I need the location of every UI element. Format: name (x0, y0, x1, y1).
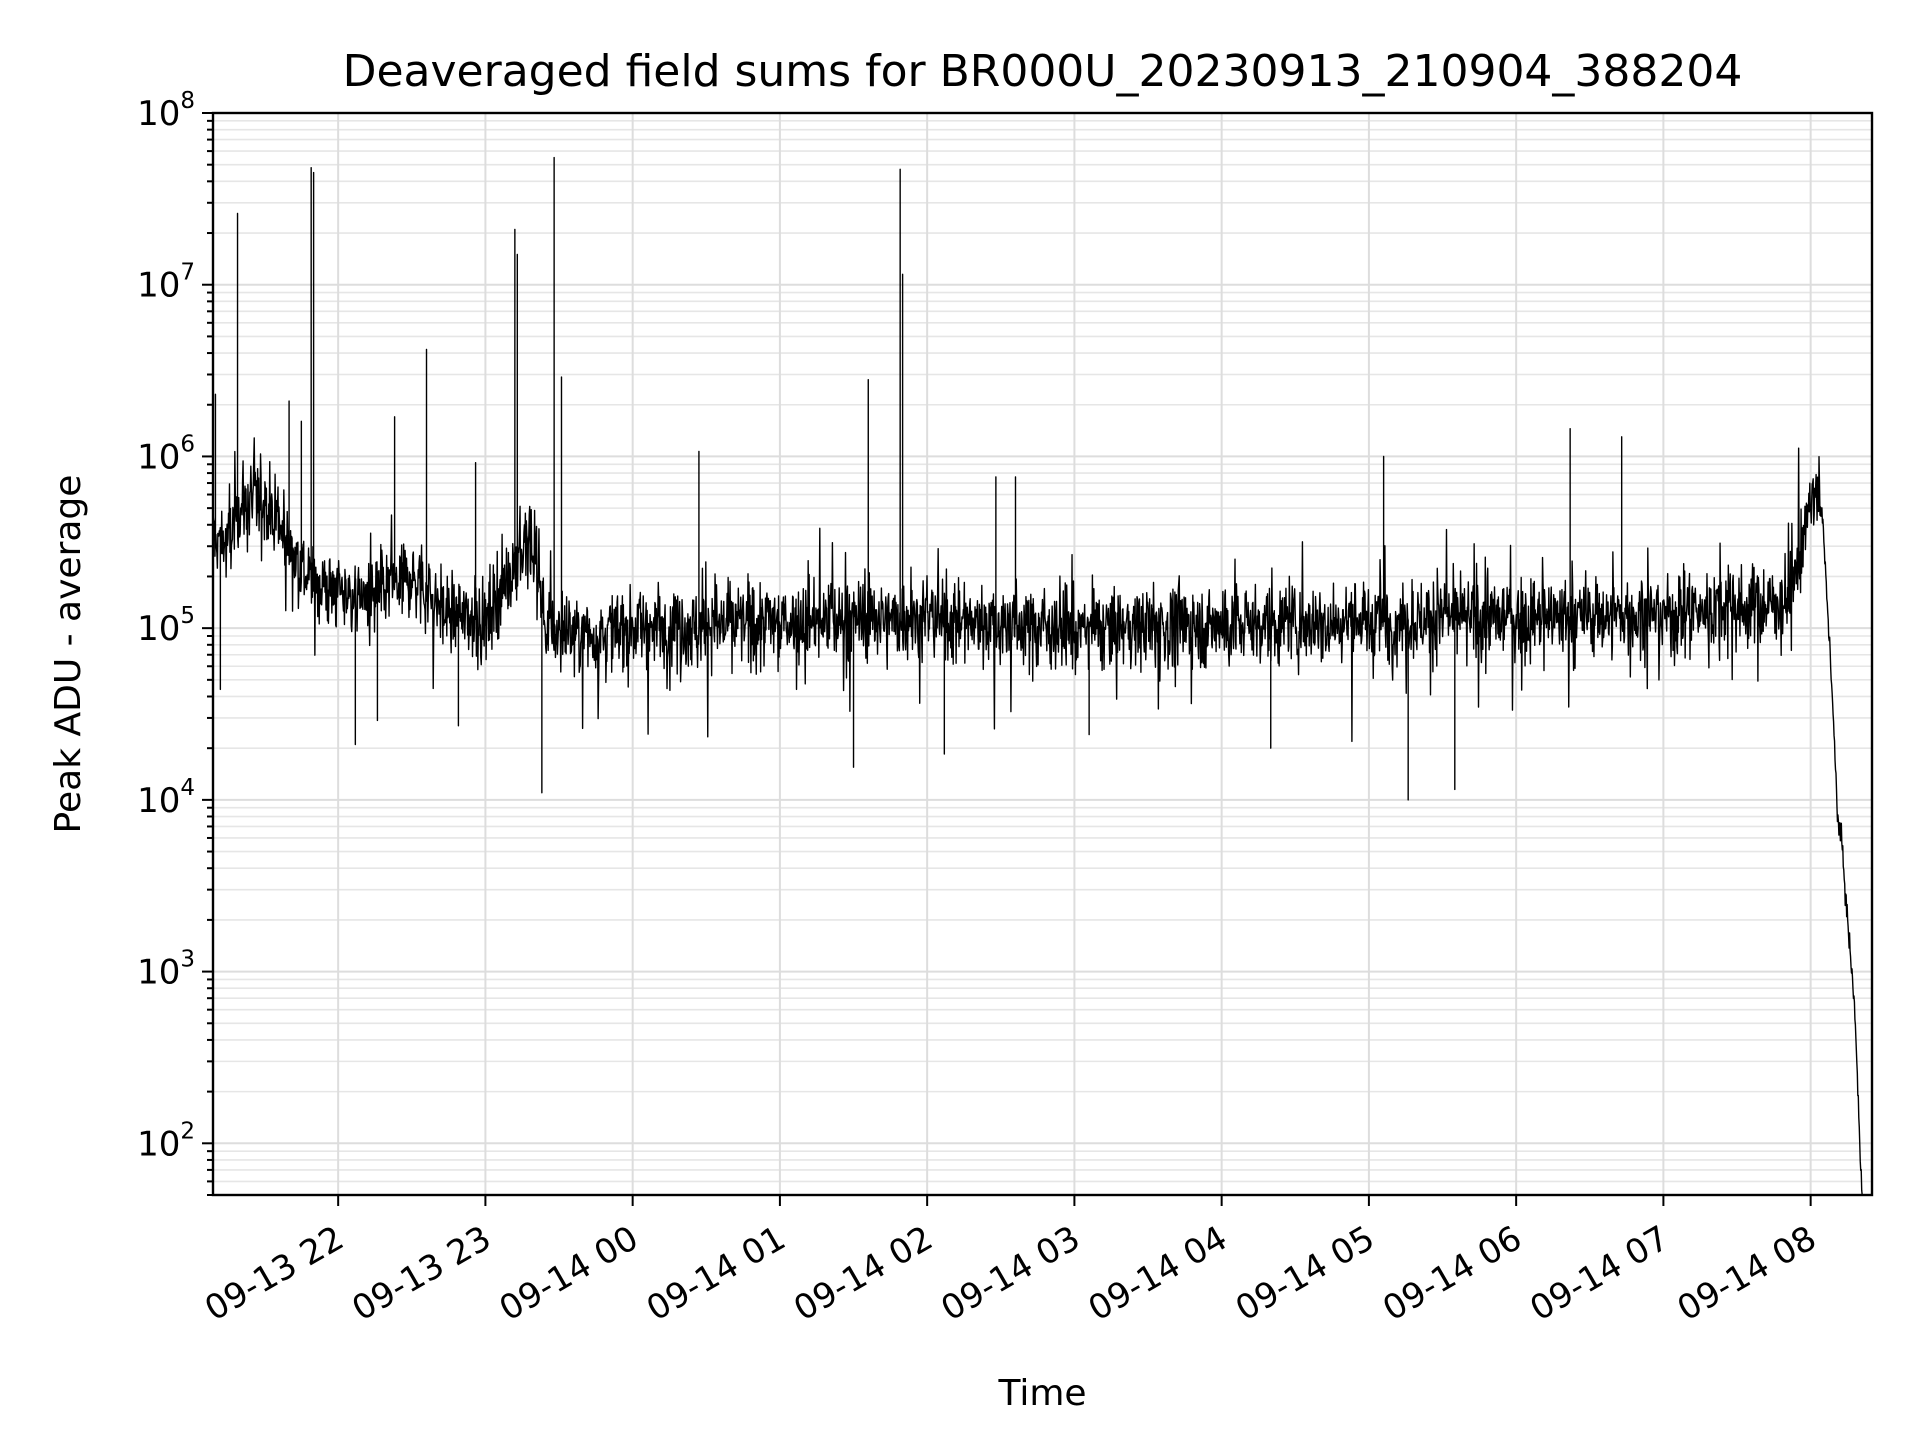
x-tick-label: 09-14 07 (1524, 1218, 1676, 1329)
x-tick-label: 09-14 08 (1671, 1218, 1823, 1329)
y-tick-exponent: 3 (180, 947, 195, 973)
x-tick-label: 09-14 05 (1229, 1218, 1381, 1329)
y-axis-label: Peak ADU - average (48, 475, 89, 834)
y-tick-base: 10 (137, 437, 180, 477)
series-layer (212, 156, 1863, 1196)
y-tick-exponent: 6 (180, 431, 195, 457)
y-tick-label: 106 (137, 431, 195, 477)
y-tick-exponent: 7 (180, 260, 195, 286)
y-tick-exponent: 5 (180, 603, 195, 629)
y-tick-base: 10 (137, 781, 180, 821)
y-tick-base: 10 (137, 266, 180, 306)
y-tick-base: 10 (137, 1124, 180, 1164)
x-tick-label: 09-14 03 (935, 1218, 1087, 1329)
y-tick-exponent: 8 (180, 88, 195, 114)
x-tick-label: 09-14 06 (1376, 1218, 1528, 1329)
y-tick-label: 107 (137, 260, 195, 306)
x-tick-label: 09-14 00 (493, 1218, 645, 1329)
y-tick-base: 10 (137, 609, 180, 649)
y-tick-exponent: 2 (180, 1118, 195, 1144)
x-tick-label: 09-13 23 (346, 1218, 498, 1329)
series-line (212, 156, 1863, 1196)
y-tick-label: 103 (137, 947, 195, 993)
y-tick-label: 105 (137, 603, 195, 649)
y-tick-label: 104 (137, 775, 195, 821)
x-axis-label: Time (997, 1373, 1086, 1414)
y-tick-label: 108 (137, 88, 195, 134)
x-tick-label: 09-14 02 (787, 1218, 939, 1329)
grid-lines (213, 112, 1872, 1196)
x-tick-label: 09-14 04 (1082, 1218, 1234, 1329)
x-tick-label: 09-14 01 (640, 1218, 792, 1329)
y-tick-base: 10 (137, 953, 180, 993)
x-tick-label: 09-13 22 (198, 1218, 350, 1329)
y-tick-base: 10 (137, 94, 180, 134)
y-tick-label: 102 (137, 1118, 195, 1164)
y-tick-exponent: 4 (180, 775, 195, 801)
chart-title: Deaveraged field sums for BR000U_2023091… (343, 46, 1743, 97)
